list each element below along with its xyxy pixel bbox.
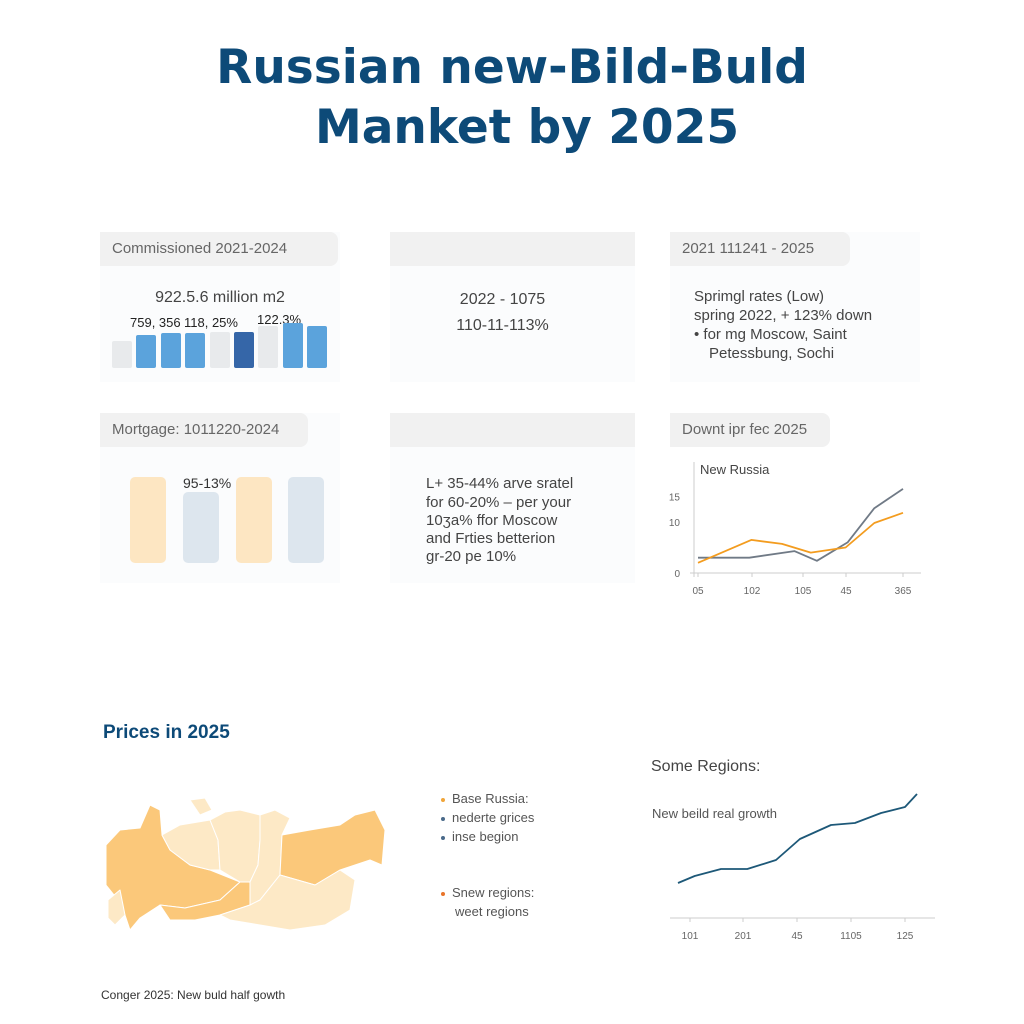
forecast-card: Downt ipr fec 2025 bbox=[670, 413, 830, 447]
commissioned-bar bbox=[209, 332, 230, 368]
middle-top-card: 2022 - 1075 110-11-113% bbox=[390, 232, 635, 382]
bullet-icon bbox=[441, 816, 445, 821]
forecast-label: Downt ipr fec 2025 bbox=[670, 413, 830, 447]
bar-label: 759, 356 bbox=[130, 315, 181, 330]
legend-item: Snew regions: bbox=[441, 883, 534, 902]
mortgage-bar-label: 95-13% bbox=[183, 475, 232, 491]
x-tick-label: 05 bbox=[692, 586, 704, 597]
commissioned-bar bbox=[160, 333, 181, 368]
title-line-1: Russian new-Bild-Buld bbox=[216, 40, 808, 95]
mortgage-label: Mortgage: 1011220-2024 bbox=[100, 413, 308, 447]
rates-line: Sprimgl rates (Low) bbox=[694, 288, 825, 305]
x-tick-label: 201 bbox=[735, 931, 752, 942]
map-region bbox=[279, 809, 385, 886]
rates-line: Petessbung, Sochi bbox=[709, 345, 835, 362]
series-line bbox=[677, 793, 918, 884]
middle-top-line-1: 2022 - 1075 bbox=[459, 291, 546, 308]
y-tick-label: 10 bbox=[669, 518, 681, 529]
legend-item: inse begion bbox=[441, 827, 534, 846]
middle-bottom-line: 10ʒa% ffor Moscow bbox=[426, 512, 558, 529]
series-line bbox=[697, 511, 904, 564]
commissioned-label: Commissioned 2021-2024 bbox=[100, 232, 338, 266]
map-region bbox=[107, 889, 126, 926]
rates-label: 2021 111241 - 2025 bbox=[670, 232, 850, 266]
commissioned-bar bbox=[282, 323, 303, 368]
legend-item: weet regions bbox=[455, 904, 529, 919]
commissioned-bar bbox=[258, 326, 279, 368]
map-legend: Base Russia: nederte grices inse begion … bbox=[441, 789, 534, 921]
middle-bottom-line: for 60-20% – per your bbox=[426, 494, 572, 511]
rates-line: • for mg Moscow, Saint bbox=[694, 326, 847, 343]
legend-item: Base Russia: bbox=[441, 789, 534, 808]
commissioned-bar bbox=[112, 341, 132, 368]
regions-chart-title: Some Regions: bbox=[651, 758, 761, 775]
middle-bottom-header bbox=[390, 413, 635, 447]
map-region bbox=[189, 797, 213, 816]
mortgage-bar bbox=[288, 477, 324, 563]
commissioned-bar bbox=[307, 326, 328, 368]
commissioned-bar-chart bbox=[100, 232, 340, 368]
x-tick-label: 365 bbox=[895, 586, 912, 597]
bullet-icon bbox=[441, 835, 445, 840]
commissioned-card: Commissioned 2021-2024 922.5.6 million m… bbox=[100, 232, 340, 382]
bullet-icon bbox=[441, 797, 445, 802]
mortgage-bar bbox=[236, 477, 272, 563]
forecast-chart-title: New Russia bbox=[700, 462, 770, 477]
middle-bottom-line: and Frties betterion bbox=[426, 530, 556, 547]
middle-top-line-2: 110-11-113% bbox=[456, 317, 549, 334]
x-tick-label: 102 bbox=[744, 586, 761, 597]
title-line-2: Manket by 2025 bbox=[314, 100, 740, 155]
mortgage-bar bbox=[130, 477, 166, 563]
x-tick-label: 1105 bbox=[840, 931, 862, 942]
commissioned-bar bbox=[234, 332, 254, 368]
y-tick-label: 0 bbox=[674, 569, 680, 580]
middle-bottom-line: L+ 35-44% arve sratel bbox=[426, 475, 574, 492]
commissioned-bar bbox=[136, 335, 157, 368]
legend-item: nederte grices bbox=[441, 808, 534, 827]
series-line bbox=[698, 488, 904, 562]
russia-map bbox=[105, 797, 385, 931]
mortgage-card: Mortgage: 1011220-2024 95-13% bbox=[100, 413, 340, 583]
commissioned-value: 922.5.6 million m2 bbox=[155, 289, 285, 306]
rates-line: spring 2022, + 123% down bbox=[694, 307, 873, 324]
rates-card: 2021 111241 - 2025 Sprimgl rates (Low) s… bbox=[670, 232, 920, 382]
mortgage-bar-chart bbox=[100, 413, 340, 563]
x-tick-label: 101 bbox=[682, 931, 699, 942]
x-tick-label: 45 bbox=[791, 931, 803, 942]
map-region bbox=[219, 869, 356, 931]
middle-top-header bbox=[390, 232, 635, 266]
commissioned-bar bbox=[185, 333, 206, 368]
x-tick-label: 105 bbox=[795, 586, 812, 597]
middle-bottom-line: gr-20 pe 10% bbox=[426, 548, 517, 565]
middle-bottom-card: L+ 35-44% arve sratel for 60-20% – per y… bbox=[390, 413, 635, 583]
bar-label: 118, 25% bbox=[184, 315, 238, 330]
y-tick-label: 15 bbox=[669, 493, 681, 504]
map-caption: Conger 2025: New buld half gowth bbox=[101, 988, 286, 1002]
x-tick-label: 45 bbox=[840, 586, 852, 597]
regions-chart-subtitle: New beild real growth bbox=[652, 806, 778, 821]
bullet-icon bbox=[441, 891, 445, 896]
mortgage-bar bbox=[183, 492, 219, 563]
prices-title: Prices in 2025 bbox=[103, 722, 230, 743]
x-tick-label: 125 bbox=[897, 931, 914, 942]
